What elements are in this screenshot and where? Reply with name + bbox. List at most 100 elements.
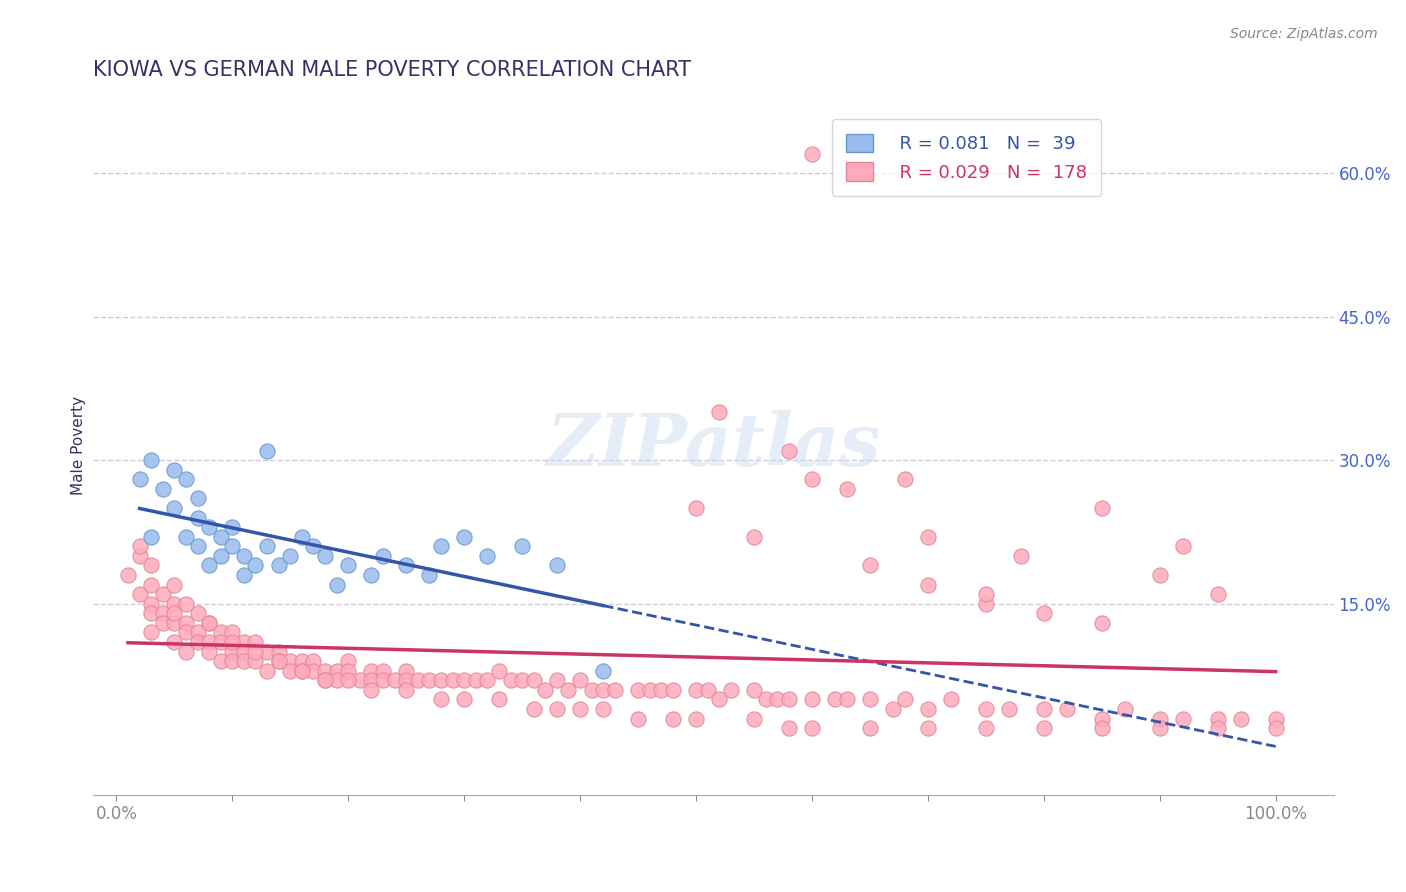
Germans	[430, 673, 453, 688]
Kiowa	[186, 510, 208, 524]
Germans	[163, 577, 186, 591]
Germans	[510, 673, 533, 688]
Germans	[174, 625, 197, 640]
Germans	[371, 664, 394, 678]
Germans	[163, 597, 186, 611]
Germans	[278, 654, 301, 668]
Germans	[546, 702, 568, 716]
Germans	[546, 673, 568, 688]
Kiowa	[592, 664, 614, 678]
Kiowa	[325, 577, 347, 591]
Germans	[314, 673, 336, 688]
Germans	[557, 682, 579, 697]
Germans	[232, 635, 254, 649]
Kiowa	[163, 463, 186, 477]
Kiowa	[163, 500, 186, 515]
Germans	[1230, 711, 1253, 725]
Germans	[1206, 721, 1229, 735]
Germans	[141, 625, 163, 640]
Germans	[152, 615, 174, 630]
Germans	[1091, 721, 1114, 735]
Germans	[174, 597, 197, 611]
Germans	[859, 692, 882, 706]
Kiowa	[232, 549, 254, 563]
Germans	[186, 635, 208, 649]
Germans	[569, 673, 592, 688]
Germans	[406, 673, 429, 688]
Germans	[917, 721, 939, 735]
Germans	[1171, 539, 1194, 553]
Germans	[893, 692, 915, 706]
Germans	[709, 405, 731, 419]
Germans	[720, 682, 742, 697]
Germans	[267, 644, 290, 658]
Germans	[603, 682, 626, 697]
Kiowa	[314, 549, 336, 563]
Germans	[800, 692, 823, 706]
Kiowa	[186, 491, 208, 506]
Germans	[198, 644, 221, 658]
Germans	[267, 654, 290, 668]
Germans	[278, 664, 301, 678]
Y-axis label: Male Poverty: Male Poverty	[72, 396, 86, 495]
Kiowa	[395, 558, 418, 573]
Kiowa	[510, 539, 533, 553]
Germans	[395, 664, 418, 678]
Germans	[917, 530, 939, 544]
Germans	[198, 615, 221, 630]
Kiowa	[141, 530, 163, 544]
Germans	[917, 577, 939, 591]
Germans	[939, 692, 962, 706]
Germans	[662, 711, 685, 725]
Kiowa	[152, 482, 174, 496]
Kiowa	[209, 530, 232, 544]
Kiowa	[174, 472, 197, 486]
Kiowa	[360, 568, 382, 582]
Germans	[627, 682, 650, 697]
Germans	[917, 702, 939, 716]
Germans	[360, 664, 382, 678]
Germans	[1032, 721, 1054, 735]
Germans	[638, 682, 661, 697]
Germans	[778, 443, 800, 458]
Germans	[592, 702, 614, 716]
Germans	[974, 587, 997, 601]
Germans	[974, 702, 997, 716]
Germans	[569, 702, 592, 716]
Germans	[163, 615, 186, 630]
Germans	[291, 664, 314, 678]
Germans	[186, 606, 208, 620]
Kiowa	[267, 558, 290, 573]
Germans	[256, 664, 278, 678]
Germans	[1114, 702, 1136, 716]
Germans	[302, 654, 325, 668]
Germans	[314, 664, 336, 678]
Kiowa	[174, 530, 197, 544]
Germans	[581, 682, 603, 697]
Germans	[325, 664, 347, 678]
Germans	[523, 702, 546, 716]
Germans	[499, 673, 522, 688]
Germans	[245, 654, 267, 668]
Germans	[974, 597, 997, 611]
Germans	[1149, 721, 1171, 735]
Kiowa	[418, 568, 440, 582]
Germans	[337, 673, 360, 688]
Germans	[209, 635, 232, 649]
Germans	[337, 664, 360, 678]
Kiowa	[291, 530, 314, 544]
Text: ZIPatlas: ZIPatlas	[547, 410, 880, 482]
Germans	[186, 625, 208, 640]
Germans	[1091, 711, 1114, 725]
Germans	[755, 692, 778, 706]
Germans	[141, 558, 163, 573]
Germans	[800, 721, 823, 735]
Germans	[384, 673, 406, 688]
Germans	[221, 654, 243, 668]
Germans	[117, 568, 139, 582]
Germans	[152, 587, 174, 601]
Germans	[1171, 711, 1194, 725]
Germans	[314, 673, 336, 688]
Legend:   R = 0.081   N =  39,   R = 0.029   N =  178: R = 0.081 N = 39, R = 0.029 N = 178	[832, 120, 1101, 196]
Germans	[360, 682, 382, 697]
